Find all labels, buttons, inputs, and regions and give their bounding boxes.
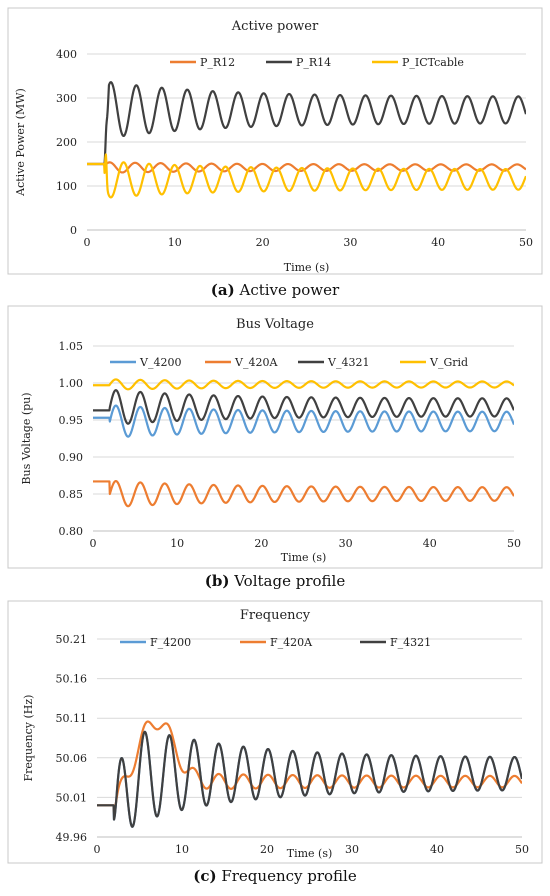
y-tick-label: 0.80 bbox=[59, 525, 84, 538]
x-tick-label: 50 bbox=[515, 843, 529, 856]
chart-title: Active power bbox=[231, 19, 319, 34]
legend-label: F_4321 bbox=[390, 636, 431, 649]
y-tick-label: 0.90 bbox=[59, 451, 84, 464]
series-line-f-4321 bbox=[97, 730, 522, 828]
legend-label: P_ICTcable bbox=[402, 56, 464, 69]
x-tick-label: 40 bbox=[430, 843, 444, 856]
y-tick-label: 50.16 bbox=[56, 673, 88, 686]
y-tick-label: 49.96 bbox=[56, 831, 88, 844]
y-tick-label: 50.01 bbox=[56, 791, 88, 804]
y-axis-label: Active Power (MW) bbox=[14, 88, 27, 197]
active-power-chart: Active power 0 100 200 300 400 0 10 20 30 40 50 Time… bbox=[7, 7, 543, 275]
x-axis-label: Time (s) bbox=[287, 847, 333, 860]
legend-label: V_4200 bbox=[139, 356, 181, 369]
legend-label: V_Grid bbox=[429, 356, 468, 369]
legend-label: P_R12 bbox=[200, 56, 235, 69]
caption-a-label: (a) bbox=[210, 281, 235, 299]
x-tick-label: 0 bbox=[90, 537, 97, 550]
x-tick-label: 40 bbox=[431, 236, 445, 249]
x-axis-label: Time (s) bbox=[284, 261, 330, 274]
chart-frame bbox=[7, 7, 543, 275]
series-line-v-grid bbox=[93, 378, 514, 391]
y-tick-label: 1.00 bbox=[59, 377, 84, 390]
caption-c-label: (c) bbox=[193, 867, 217, 885]
x-tick-label: 50 bbox=[507, 537, 521, 550]
y-tick-label: 0.95 bbox=[59, 414, 84, 427]
y-tick-label: 50.06 bbox=[56, 752, 88, 765]
caption-b-label: (b) bbox=[204, 572, 230, 590]
caption-a-text: Active power bbox=[234, 281, 340, 299]
x-tick-label: 0 bbox=[84, 236, 91, 249]
caption-c-text: Frequency profile bbox=[216, 867, 357, 885]
x-tick-label: 10 bbox=[168, 236, 182, 249]
y-tick-label: 0.85 bbox=[59, 488, 84, 501]
y-tick-label: 200 bbox=[56, 136, 77, 149]
x-tick-label: 10 bbox=[175, 843, 189, 856]
chart-title: Frequency bbox=[240, 608, 311, 623]
caption-c: (c) Frequency profile bbox=[0, 867, 550, 885]
y-tick-label: 400 bbox=[56, 48, 77, 61]
x-tick-label: 30 bbox=[339, 537, 353, 550]
y-tick-label: 300 bbox=[56, 92, 77, 105]
frequency-chart: Frequency 49.96 50.01 50.06 50.11 50.16 50.21 0… bbox=[7, 600, 543, 864]
chart-frame bbox=[7, 600, 543, 864]
x-tick-label: 20 bbox=[256, 236, 270, 249]
y-axis-label: Bus Voltage (pu) bbox=[20, 392, 33, 484]
series-line-v-420a bbox=[93, 479, 514, 508]
legend-label: P_R14 bbox=[296, 56, 331, 69]
x-tick-label: 30 bbox=[343, 236, 357, 249]
series-line-v-4321 bbox=[93, 389, 514, 425]
chart-title: Bus Voltage bbox=[236, 317, 314, 332]
chart-frame bbox=[7, 305, 543, 569]
x-tick-label: 30 bbox=[345, 843, 359, 856]
series-line-p-r14 bbox=[87, 81, 526, 166]
y-tick-label: 50.11 bbox=[56, 712, 88, 725]
y-tick-label: 1.05 bbox=[59, 340, 84, 353]
x-tick-label: 40 bbox=[423, 537, 437, 550]
bus-voltage-chart: Bus Voltage 0.80 0.85 0.90 0.95 1.00 1.05 0 10 20… bbox=[7, 305, 543, 569]
series-line-p-ictcable bbox=[87, 153, 526, 199]
legend-label: F_4200 bbox=[150, 636, 191, 649]
x-tick-label: 10 bbox=[170, 537, 184, 550]
legend-label: V_420A bbox=[234, 356, 278, 369]
y-axis-label: Frequency (Hz) bbox=[22, 695, 35, 782]
y-tick-label: 0 bbox=[70, 224, 77, 237]
x-tick-label: 20 bbox=[260, 843, 274, 856]
y-tick-label: 50.21 bbox=[56, 633, 88, 646]
series-line-v-4200 bbox=[93, 404, 514, 438]
x-tick-label: 20 bbox=[254, 537, 268, 550]
caption-b-text: Voltage profile bbox=[229, 572, 346, 590]
caption-a: (a) Active power bbox=[0, 281, 550, 299]
legend-label: V_4321 bbox=[327, 356, 369, 369]
x-tick-label: 50 bbox=[519, 236, 533, 249]
x-axis-label: Time (s) bbox=[281, 551, 327, 564]
caption-b: (b) Voltage profile bbox=[0, 572, 550, 590]
legend-label: F_420A bbox=[270, 636, 313, 649]
x-tick-label: 0 bbox=[94, 843, 101, 856]
y-tick-label: 100 bbox=[56, 180, 77, 193]
